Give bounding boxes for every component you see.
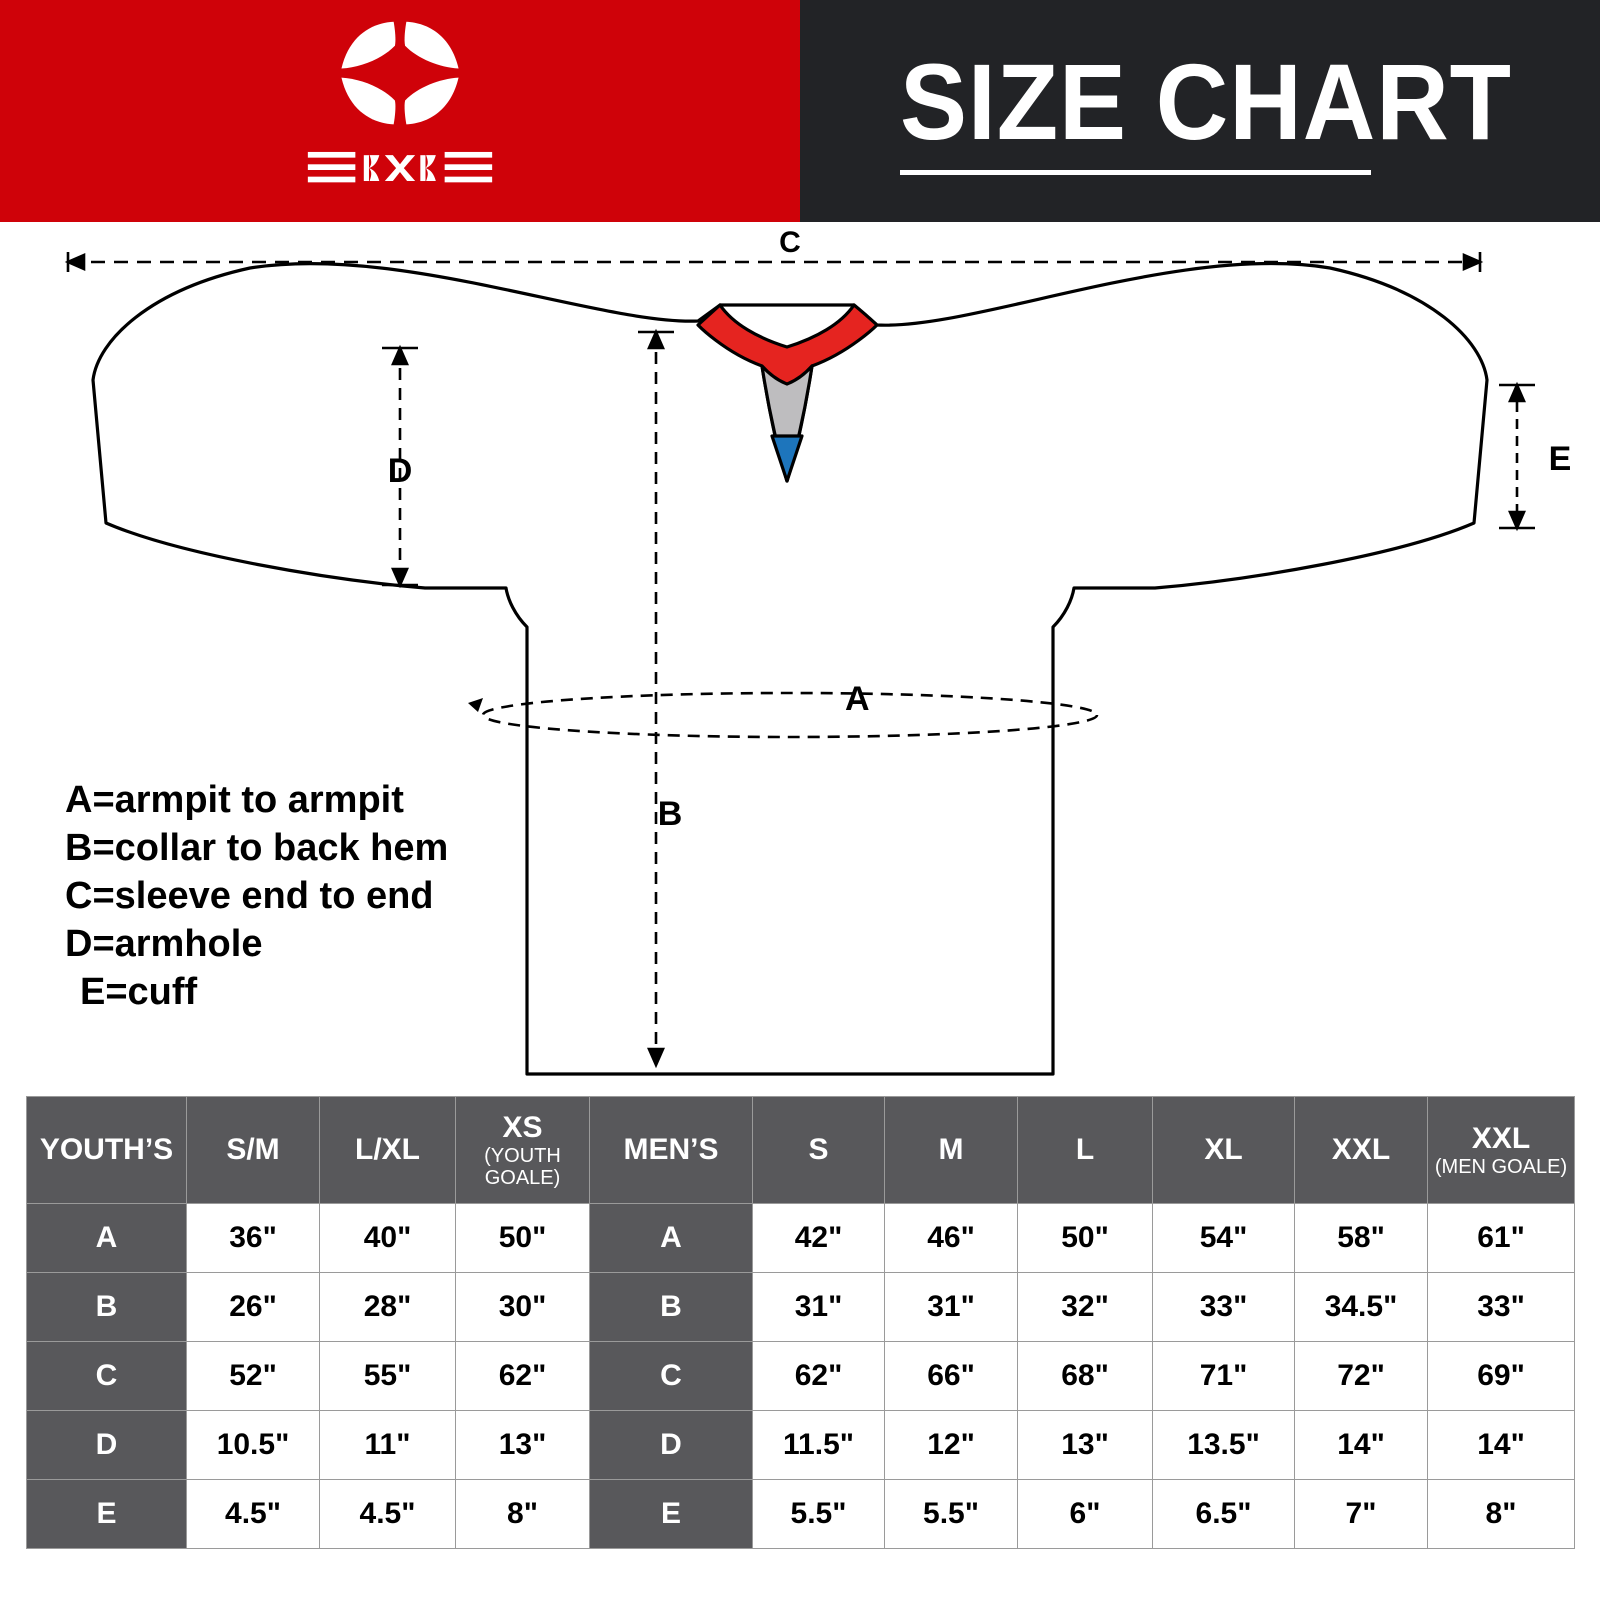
svg-text:A: A <box>845 680 870 718</box>
svg-text:E=cuff: E=cuff <box>80 971 198 1013</box>
svg-text:E: E <box>1549 440 1572 478</box>
svg-text:A=armpit to armpit: A=armpit to armpit <box>65 779 404 821</box>
svg-text:D=armhole: D=armhole <box>65 923 262 965</box>
svg-text:C: C <box>779 226 801 259</box>
svg-text:B: B <box>658 795 683 833</box>
svg-text:D: D <box>388 452 413 490</box>
svg-text:C=sleeve end to end: C=sleeve end to end <box>65 875 434 917</box>
svg-text:B=collar to back hem: B=collar to back hem <box>65 827 448 869</box>
